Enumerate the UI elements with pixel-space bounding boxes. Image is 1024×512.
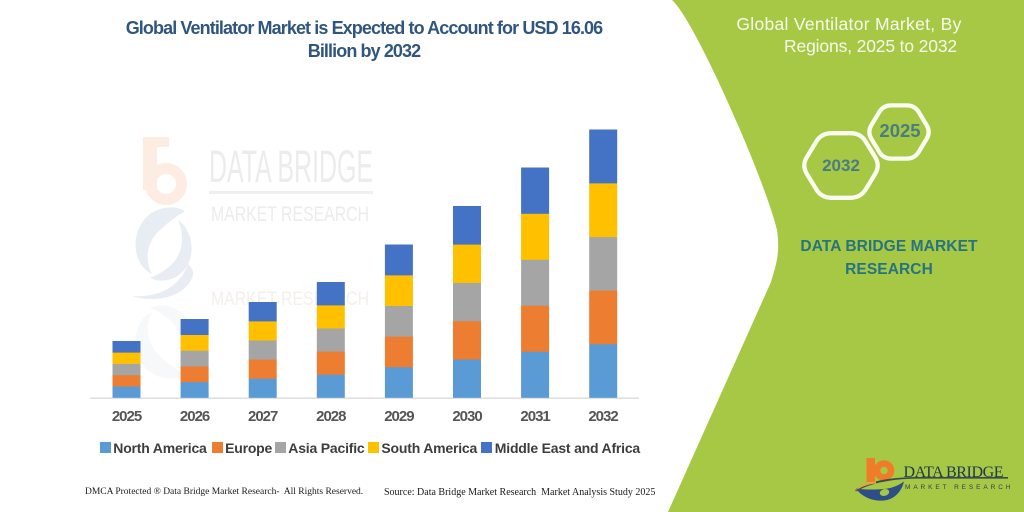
svg-text:MARKET RESEARCH: MARKET RESEARCH: [211, 289, 369, 310]
svg-text:MARKET RESEARCH: MARKET RESEARCH: [905, 484, 1013, 491]
svg-text:MARKET RESEARCH: MARKET RESEARCH: [211, 203, 369, 226]
svg-text:DATA BRIDGE: DATA BRIDGE: [904, 464, 1004, 481]
svg-text:DATA BRIDGE: DATA BRIDGE: [209, 141, 373, 192]
